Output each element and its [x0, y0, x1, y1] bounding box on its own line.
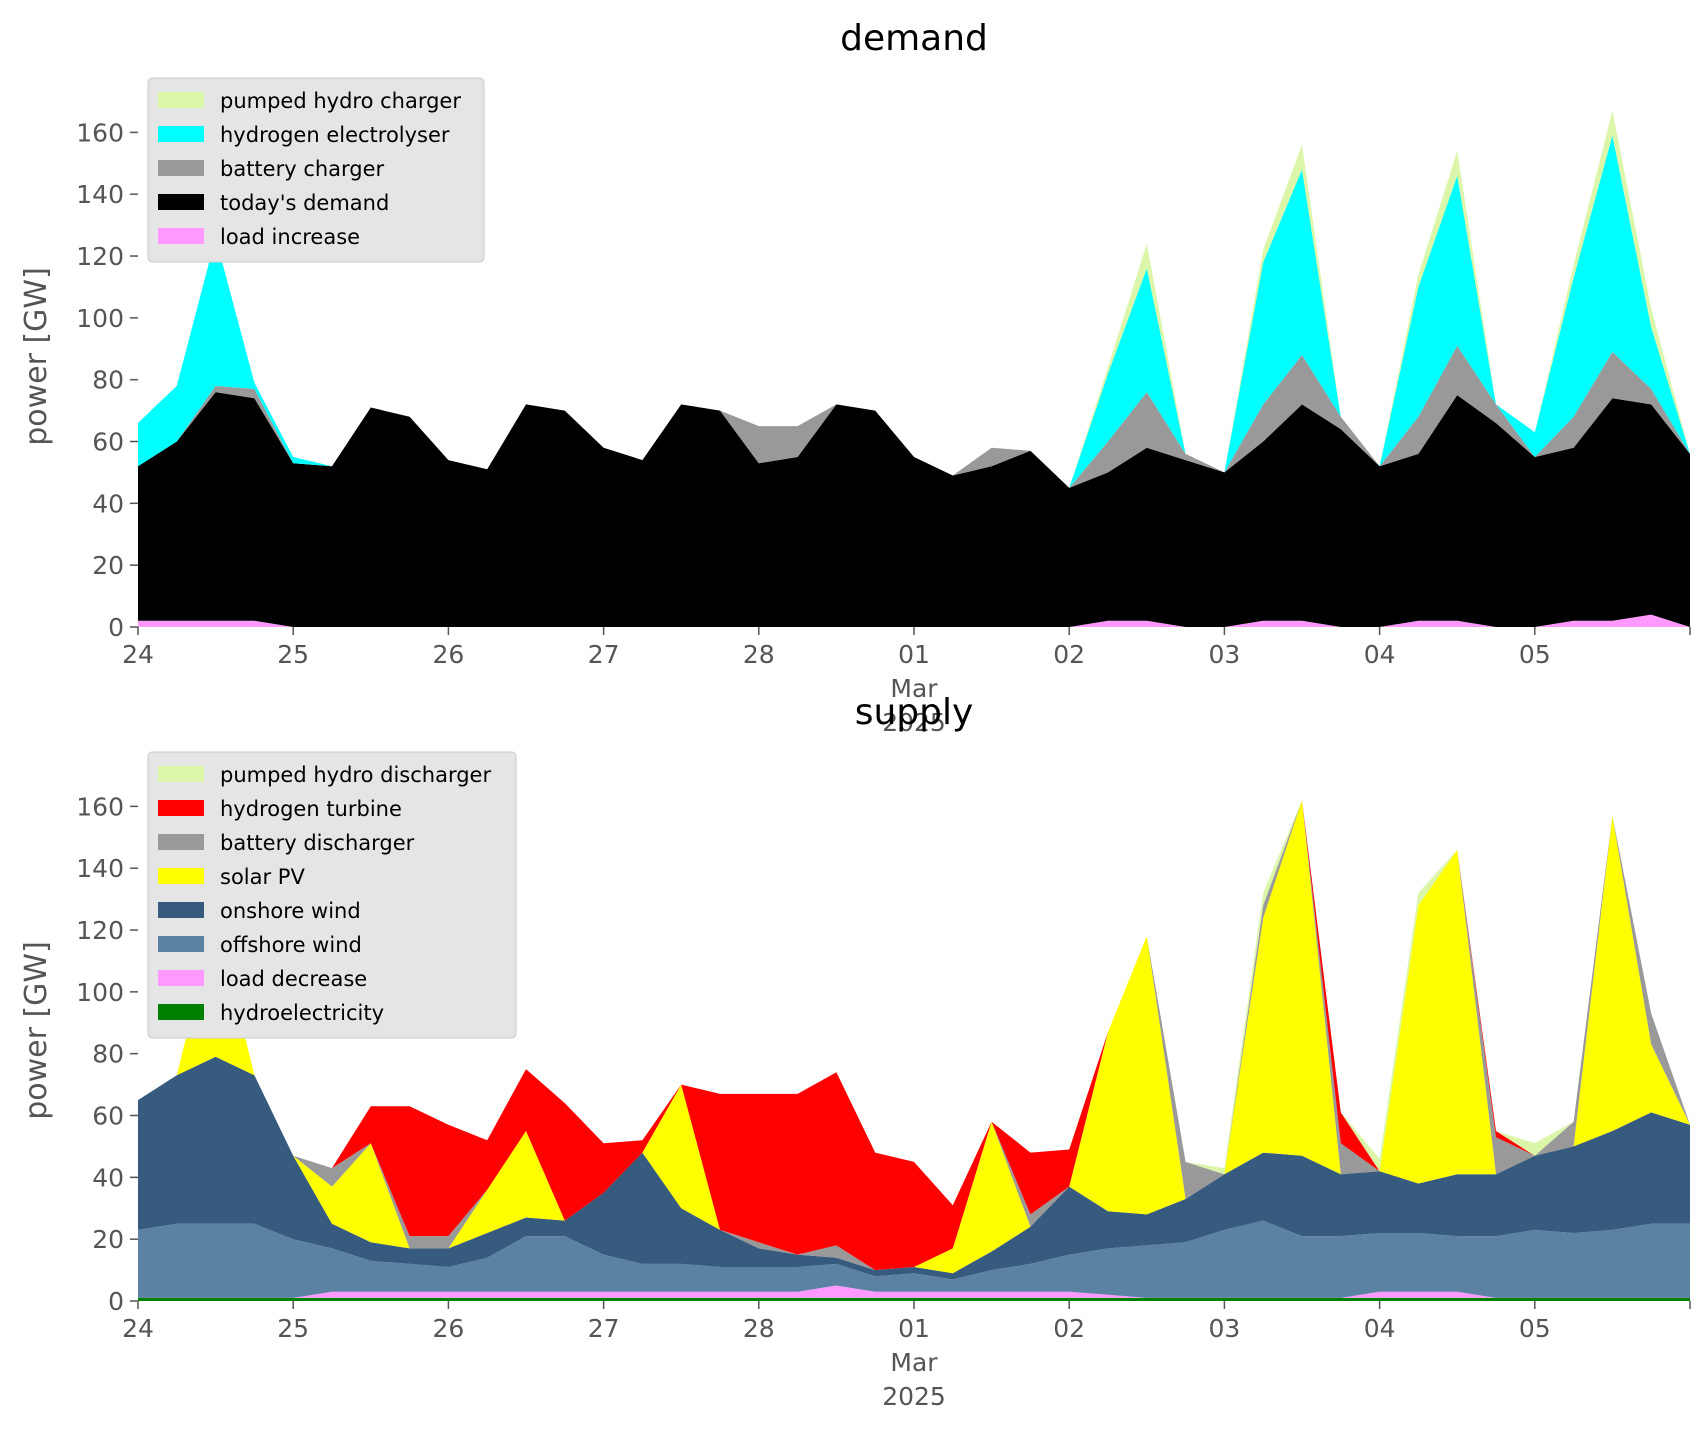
x-tick-label: 27: [588, 640, 620, 669]
y-tick-label: 40: [92, 1163, 124, 1192]
x-tick-label: 24: [122, 1314, 154, 1343]
y-tick-label: 0: [108, 1287, 124, 1316]
legend-swatch-load-decrease: [158, 970, 204, 986]
chart-title: demand: [840, 18, 988, 59]
x-tick-label: 01: [898, 640, 930, 669]
legend-swatch-hydroelectricity: [158, 1004, 204, 1020]
legend-box: [148, 752, 516, 1038]
legend-label-hydrogen-electrolyser: hydrogen electrolyser: [220, 123, 450, 147]
x-tick-label: 01: [898, 1314, 930, 1343]
x-tick-label: 04: [1364, 1314, 1396, 1343]
legend-label-solar-pv: solar PV: [220, 865, 305, 889]
legend-label-load-decrease: load decrease: [220, 967, 367, 991]
legend: pumped hydro discharger hydrogen turbine b…: [148, 752, 516, 1038]
x-tick-label: 05: [1519, 640, 1551, 669]
y-tick-label: 120: [76, 916, 124, 945]
x-tick-label: 02: [1053, 1314, 1085, 1343]
legend-label-pumped-hydro-charger: pumped hydro charger: [220, 89, 461, 113]
legend: pumped hydro charger hydrogen electrolyse…: [148, 78, 484, 262]
y-axis-label: power [GW]: [19, 941, 54, 1120]
legend-swatch-solar-pv: [158, 868, 204, 884]
legend-swatch-onshore-wind: [158, 902, 204, 918]
x-tick-label: 03: [1208, 1314, 1240, 1343]
x-year-label: 2025: [882, 1382, 946, 1411]
figure: demand020406080100120140160power [GW]24 2…: [0, 0, 1706, 1431]
y-tick-label: 0: [108, 613, 124, 642]
x-tick-label: 05: [1519, 1314, 1551, 1343]
legend-label-pumped-hydro-discharger: pumped hydro discharger: [220, 763, 491, 787]
legend-label-onshore-wind: onshore wind: [220, 899, 361, 923]
x-tick-label: 27: [588, 1314, 620, 1343]
x-tick-label: 28: [743, 1314, 775, 1343]
legend-swatch-hydrogen-turbine: [158, 800, 204, 816]
x-tick-label: 04: [1364, 640, 1396, 669]
x-tick-label: 26: [432, 640, 464, 669]
legend-swatch-load-increase: [158, 228, 204, 244]
y-tick-label: 140: [76, 180, 124, 209]
y-axis-label: power [GW]: [19, 267, 54, 446]
y-tick-label: 160: [76, 118, 124, 147]
x-tick-label: 02: [1053, 640, 1085, 669]
y-tick-label: 80: [92, 1040, 124, 1069]
y-tick-label: 60: [92, 428, 124, 457]
legend-label-load-increase: load increase: [220, 225, 360, 249]
legend-swatch-battery-discharger: [158, 834, 204, 850]
x-tick-label: 25: [277, 1314, 309, 1343]
y-tick-label: 140: [76, 854, 124, 883]
x-tick-label: 25: [277, 640, 309, 669]
legend-swatch-pumped-hydro-charger: [158, 92, 204, 108]
legend-label-battery-discharger: battery discharger: [220, 831, 415, 855]
x-month-label: Mar: [890, 1348, 938, 1377]
legend-label-today-s-demand: today's demand: [220, 191, 389, 215]
x-tick-label: 26: [432, 1314, 464, 1343]
legend-label-battery-charger: battery charger: [220, 157, 385, 181]
y-tick-label: 20: [92, 551, 124, 580]
legend-swatch-battery-charger: [158, 160, 204, 176]
y-tick-label: 20: [92, 1225, 124, 1254]
chart-title: supply: [855, 692, 974, 733]
y-tick-label: 100: [76, 304, 124, 333]
y-tick-label: 80: [92, 366, 124, 395]
legend-label-hydroelectricity: hydroelectricity: [220, 1001, 384, 1025]
y-tick-label: 120: [76, 242, 124, 271]
x-tick-label: 03: [1208, 640, 1240, 669]
y-tick-label: 40: [92, 489, 124, 518]
y-tick-label: 100: [76, 978, 124, 1007]
series-area-today-s-demand: [138, 392, 1690, 627]
legend-swatch-offshore-wind: [158, 936, 204, 952]
y-tick-label: 160: [76, 792, 124, 821]
legend-swatch-hydrogen-electrolyser: [158, 126, 204, 142]
legend-label-offshore-wind: offshore wind: [220, 933, 362, 957]
x-tick-label: 28: [743, 640, 775, 669]
y-tick-label: 60: [92, 1102, 124, 1131]
legend-label-hydrogen-turbine: hydrogen turbine: [220, 797, 402, 821]
x-tick-label: 24: [122, 640, 154, 669]
series-area-hydroelectricity: [138, 1298, 1690, 1301]
legend-swatch-pumped-hydro-discharger: [158, 766, 204, 782]
legend-swatch-today-s-demand: [158, 194, 204, 210]
